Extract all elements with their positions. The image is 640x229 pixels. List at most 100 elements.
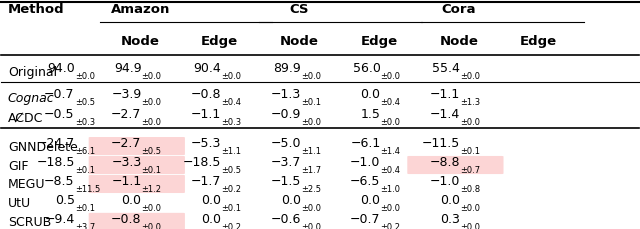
Text: ±1.1: ±1.1: [221, 146, 241, 155]
Text: −1.5: −1.5: [271, 174, 301, 187]
Text: 0.5: 0.5: [54, 193, 75, 206]
Text: Edge: Edge: [520, 35, 557, 48]
Text: ±0.0: ±0.0: [301, 222, 321, 229]
Text: −2.7: −2.7: [111, 108, 141, 121]
Text: −18.5: −18.5: [183, 155, 221, 168]
FancyBboxPatch shape: [407, 156, 504, 174]
Text: ±0.0: ±0.0: [221, 72, 241, 81]
Text: ±0.0: ±0.0: [381, 72, 401, 81]
Text: −0.7: −0.7: [350, 212, 381, 225]
Text: −1.1: −1.1: [191, 108, 221, 121]
Text: −1.1: −1.1: [111, 174, 141, 187]
Text: 56.0: 56.0: [353, 62, 381, 75]
Text: Original: Original: [8, 65, 57, 78]
Text: ±1.7: ±1.7: [301, 165, 321, 174]
Text: ±0.0: ±0.0: [141, 222, 161, 229]
Text: ±0.1: ±0.1: [301, 98, 321, 107]
Text: Node: Node: [280, 35, 319, 48]
Text: −2.7: −2.7: [111, 136, 141, 149]
Text: ±0.1: ±0.1: [75, 203, 95, 212]
Text: −1.3: −1.3: [271, 88, 301, 101]
Text: ±0.0: ±0.0: [141, 203, 161, 212]
Text: ±0.4: ±0.4: [221, 98, 241, 107]
Text: −0.5: −0.5: [44, 108, 75, 121]
Text: ±1.0: ±1.0: [381, 184, 401, 193]
Text: 0.0: 0.0: [122, 193, 141, 206]
Text: GNNDelete: GNNDelete: [8, 140, 77, 153]
Text: ±0.7: ±0.7: [460, 165, 480, 174]
Text: −1.0: −1.0: [430, 174, 460, 187]
Text: −5.0: −5.0: [270, 136, 301, 149]
Text: −1.0: −1.0: [350, 155, 381, 168]
Text: ±0.1: ±0.1: [75, 165, 95, 174]
Text: ±0.0: ±0.0: [460, 72, 480, 81]
Text: −1.4: −1.4: [430, 108, 460, 121]
Text: ±11.5: ±11.5: [75, 184, 100, 193]
Text: 94.0: 94.0: [47, 62, 75, 75]
Text: ±0.1: ±0.1: [141, 165, 161, 174]
Text: −0.8: −0.8: [191, 88, 221, 101]
Text: 0.0: 0.0: [360, 193, 381, 206]
Text: −9.4: −9.4: [44, 212, 75, 225]
Text: −0.8: −0.8: [111, 212, 141, 225]
Text: −0.7: −0.7: [44, 88, 75, 101]
Text: 0.0: 0.0: [281, 193, 301, 206]
Text: UtU: UtU: [8, 196, 31, 210]
Text: 0.0: 0.0: [201, 212, 221, 225]
Text: ±0.0: ±0.0: [301, 118, 321, 127]
Text: GIF: GIF: [8, 159, 28, 172]
Text: ±0.0: ±0.0: [141, 118, 161, 127]
Text: −1.1: −1.1: [430, 88, 460, 101]
Text: ±0.2: ±0.2: [221, 222, 241, 229]
FancyBboxPatch shape: [89, 175, 185, 193]
Text: −8.5: −8.5: [44, 174, 75, 187]
Text: −24.7: −24.7: [36, 136, 75, 149]
Text: ±0.4: ±0.4: [381, 165, 401, 174]
Text: ±1.4: ±1.4: [381, 146, 401, 155]
Text: 55.4: 55.4: [432, 62, 460, 75]
Text: −5.3: −5.3: [191, 136, 221, 149]
Text: ±0.0: ±0.0: [141, 98, 161, 107]
Text: ±0.3: ±0.3: [75, 118, 95, 127]
Text: −11.5: −11.5: [422, 136, 460, 149]
Text: −0.9: −0.9: [271, 108, 301, 121]
Text: ±0.8: ±0.8: [460, 184, 480, 193]
Text: −3.9: −3.9: [111, 88, 141, 101]
Text: Method: Method: [8, 3, 65, 16]
FancyBboxPatch shape: [89, 156, 185, 174]
Text: Cognac: Cognac: [8, 91, 54, 104]
Text: ±0.1: ±0.1: [221, 203, 241, 212]
Text: ±0.0: ±0.0: [301, 72, 321, 81]
FancyBboxPatch shape: [89, 137, 185, 155]
Text: −6.1: −6.1: [350, 136, 381, 149]
Text: ±0.0: ±0.0: [141, 72, 161, 81]
Text: CS: CS: [290, 3, 309, 16]
Text: ±0.0: ±0.0: [381, 203, 401, 212]
Text: −18.5: −18.5: [36, 155, 75, 168]
Text: ±0.5: ±0.5: [141, 146, 161, 155]
Text: 0.0: 0.0: [440, 193, 460, 206]
Text: ±0.2: ±0.2: [381, 222, 401, 229]
Text: ±0.0: ±0.0: [460, 222, 480, 229]
Text: 0.0: 0.0: [360, 88, 381, 101]
Text: 1.5: 1.5: [361, 108, 381, 121]
Text: ±6.1: ±6.1: [75, 146, 95, 155]
Text: ±2.5: ±2.5: [301, 184, 321, 193]
Text: AC̸DC: AC̸DC: [8, 111, 43, 124]
Text: ±0.0: ±0.0: [301, 203, 321, 212]
Text: MEGU: MEGU: [8, 178, 45, 191]
Text: ±0.1: ±0.1: [460, 146, 480, 155]
Text: ±0.0: ±0.0: [460, 203, 480, 212]
Text: ±1.3: ±1.3: [460, 98, 480, 107]
Text: ±0.0: ±0.0: [381, 118, 401, 127]
Text: SCRUB: SCRUB: [8, 215, 51, 228]
Text: ±0.0: ±0.0: [460, 118, 480, 127]
Text: −0.6: −0.6: [271, 212, 301, 225]
Text: −6.5: −6.5: [350, 174, 381, 187]
Text: −8.8: −8.8: [429, 155, 460, 168]
Text: 94.9: 94.9: [114, 62, 141, 75]
Text: ±1.2: ±1.2: [141, 184, 161, 193]
Text: Cora: Cora: [442, 3, 476, 16]
Text: ±0.0: ±0.0: [75, 72, 95, 81]
Text: ±1.1: ±1.1: [301, 146, 321, 155]
